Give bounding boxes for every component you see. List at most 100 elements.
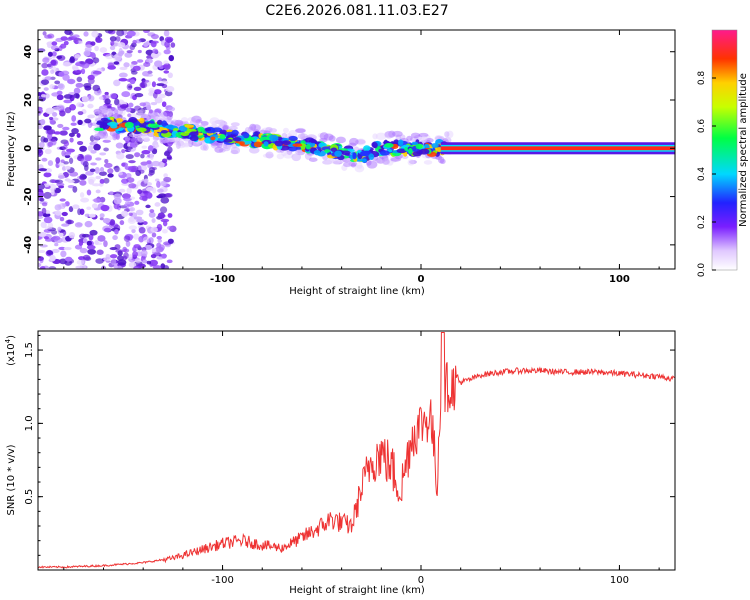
spectrogram-noise-blob (67, 219, 72, 225)
spectrogram-ridge-blob (408, 147, 413, 155)
spectrogram-noise-blob (126, 30, 136, 37)
spectrogram-noise-blob (54, 242, 59, 247)
spectrogram-noise-blob (151, 232, 157, 238)
spectrogram-noise-blob (161, 101, 167, 108)
spectrogram-noise-blob (40, 118, 46, 125)
spectrogram-noise-blob (129, 206, 136, 212)
spectrogram-noise-blob (59, 216, 65, 222)
spectrogram-ridge-blob (210, 136, 216, 141)
spectrogram-noise-blob (43, 183, 50, 188)
spectrogram-noise-blob (89, 229, 98, 236)
spectrogram-noise-blob (114, 228, 119, 235)
spectrogram-noise-blob (39, 197, 45, 202)
spectrogram-noise-blob (43, 87, 49, 91)
spectrogram-ridge-blob (128, 117, 138, 124)
spectrogram-noise-blob (53, 131, 61, 135)
colorbar: 0.0 0.2 0.4 0.6 0.8 Normalized spectral ampl… (697, 29, 749, 277)
spectrogram-halo-blob (93, 108, 102, 115)
colorbar-tick-label: 0.6 (697, 119, 707, 134)
spectrogram-ridge-blob (431, 143, 439, 148)
spectrogram-halo-blob (401, 154, 409, 160)
spectrogram-halo-blob (282, 127, 289, 133)
spectrogram-halo-blob (375, 132, 387, 141)
spectrogram-noise-blob (158, 93, 166, 99)
spectrogram-noise-blob (163, 49, 171, 55)
spectrogram-noise-blob (122, 255, 128, 261)
spectrogram-noise-blob (139, 102, 147, 107)
spectrogram-noise-blob (149, 259, 159, 267)
spectrogram-noise-blob (154, 60, 163, 68)
spectrogram-noise-blob (117, 265, 123, 269)
spectrogram-ridge-blob (231, 129, 239, 136)
spectrogram-noise-blob (123, 197, 132, 202)
spectrogram-noise-blob (164, 193, 173, 198)
spectrogram-halo-blob (384, 131, 394, 139)
spectrogram-noise-blob (67, 184, 75, 189)
spectrogram-noise-blob (170, 42, 176, 48)
spectrogram-noise-blob (95, 37, 103, 43)
spectrogram-noise-blob (58, 71, 65, 77)
spectrogram-noise-blob (81, 95, 89, 103)
spectrogram-noise-blob (103, 227, 111, 233)
spectrogram-ridge-blob (124, 121, 134, 129)
spectrogram-noise-blob (63, 141, 70, 147)
spectrogram-ridge-blob (415, 143, 423, 150)
spectrogram-noise-blob (100, 204, 110, 212)
spectrogram-noise-blob (135, 209, 144, 216)
spectrogram-noise-blob (68, 206, 74, 213)
spectrogram-halo-blob (175, 141, 181, 149)
spectrogram-ridge-blob (110, 124, 118, 129)
spectrogram-noise-blob (55, 210, 62, 216)
snr-y-multiplier-base: (x10 (6, 343, 17, 366)
spectrogram-noise-blob (109, 36, 117, 42)
spectrogram-ridge-blob (397, 139, 404, 146)
spectrogram-noise-blob (131, 228, 136, 234)
spectrogram-noise-blob (151, 218, 156, 223)
spectrogram-noise-blob (162, 229, 168, 234)
spectrogram-noise-blob (105, 53, 114, 60)
spectrogram-noise-blob (118, 72, 128, 78)
spectrogram-x-tick-label: 0 (418, 274, 425, 285)
spectrogram-noise-blob (68, 31, 74, 36)
spectrogram-noise-blob (109, 247, 118, 251)
spectrogram-noise-blob (131, 70, 138, 75)
spectrogram-noise-blob (148, 87, 155, 93)
spectrogram-noise-blob (116, 152, 125, 160)
spectrogram-ridge-blob (384, 143, 394, 148)
spectrogram-noise-blob (104, 98, 111, 105)
spectrogram-noise-blob (109, 45, 116, 51)
spectrogram-noise-blob (41, 157, 48, 162)
spectrogram-noise-blob (149, 209, 155, 213)
snr-x-tick-label: 0 (418, 575, 424, 586)
spectrogram-ridge-blob (419, 148, 430, 155)
spectrogram-halo-blob (421, 136, 428, 142)
spectrogram-noise-blob (51, 229, 58, 235)
spectrogram-noise-blob (143, 30, 150, 34)
spectrogram-noise-blob (117, 42, 126, 48)
spectrogram-noise-blob (64, 106, 72, 114)
spectrogram-ridge-blob (396, 148, 407, 154)
snr-y-tick-label: 1.0 (24, 415, 35, 431)
spectrogram-ridge-blob (161, 120, 168, 127)
spectrogram-halo-blob (281, 149, 288, 157)
spectrogram-noise-blob (154, 97, 163, 104)
spectrogram-noise-blob (50, 59, 59, 67)
spectrogram-halo-blob (228, 126, 238, 131)
spectrogram-noise-blob (150, 101, 158, 106)
spectrogram-noise-blob (152, 48, 159, 54)
spectrogram-noise-blob (79, 145, 87, 152)
spectrogram-noise-blob (163, 60, 169, 66)
spectrogram-noise-blob (112, 235, 118, 241)
spectrogram-noise-blob (128, 165, 137, 173)
spectrogram-noise-blob (41, 202, 48, 207)
spectrogram-noise-blob (43, 191, 52, 199)
spectrogram-halo-blob (230, 146, 241, 155)
spectrogram-noise-blob (92, 57, 100, 64)
spectrogram-noise-blob (148, 167, 156, 174)
spectrogram-noise-blob (161, 253, 167, 259)
spectrogram-noise-blob (99, 166, 105, 173)
spectrogram-halo-blob (137, 135, 144, 143)
spectrogram-noise-blob (38, 168, 48, 172)
spectrogram-noise-blob (154, 202, 161, 207)
spectrogram-noise-blob (166, 259, 173, 264)
